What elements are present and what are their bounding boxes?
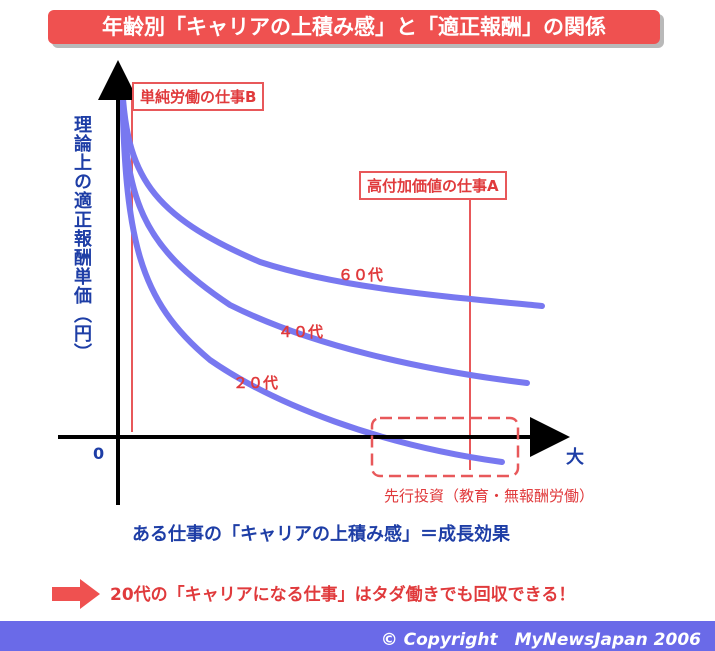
page-title: 年齢別「キャリアの上積み感」と「適正報酬」の関係 [102,15,606,39]
curve-40s [119,79,530,386]
title-banner: 年齢別「キャリアの上積み感」と「適正報酬」の関係 [48,10,660,44]
investment-box [370,416,520,478]
origin-label: 0 [93,444,105,463]
diagram-canvas [58,60,570,505]
curve-60s-label: ６０代 [338,266,384,284]
x-axis-end-label: 大 [566,447,584,468]
curve-20s [119,79,505,465]
y-axis-label: 理論上の適正報酬単価（円） [71,115,92,362]
curve-40s-label: ４０代 [278,323,324,341]
footer-bar: © Copyright MyNewsJapan 2006 [0,621,715,651]
job-a-label: 高付加価値の仕事A [367,177,499,195]
x-axis-caption: ある仕事の「キャリアの上積み感」＝成長効果 [132,524,510,545]
bottom-message: 20代の「キャリアになる仕事」はタダ働きでも回収できる！ [110,585,576,605]
job-b-tag: 単純労働の仕事B [132,82,265,111]
right-arrow-icon [52,579,100,609]
copyright-text: © Copyright MyNewsJapan 2006 [380,630,701,650]
job-b-label: 単純労働の仕事B [140,88,257,106]
investment-label: 先行投資（教育・無報酬労働） [384,487,595,505]
job-a-tag: 高付加価値の仕事A [359,171,507,200]
curve-20s-label: ２０代 [233,374,279,392]
curve-60s [119,79,545,309]
